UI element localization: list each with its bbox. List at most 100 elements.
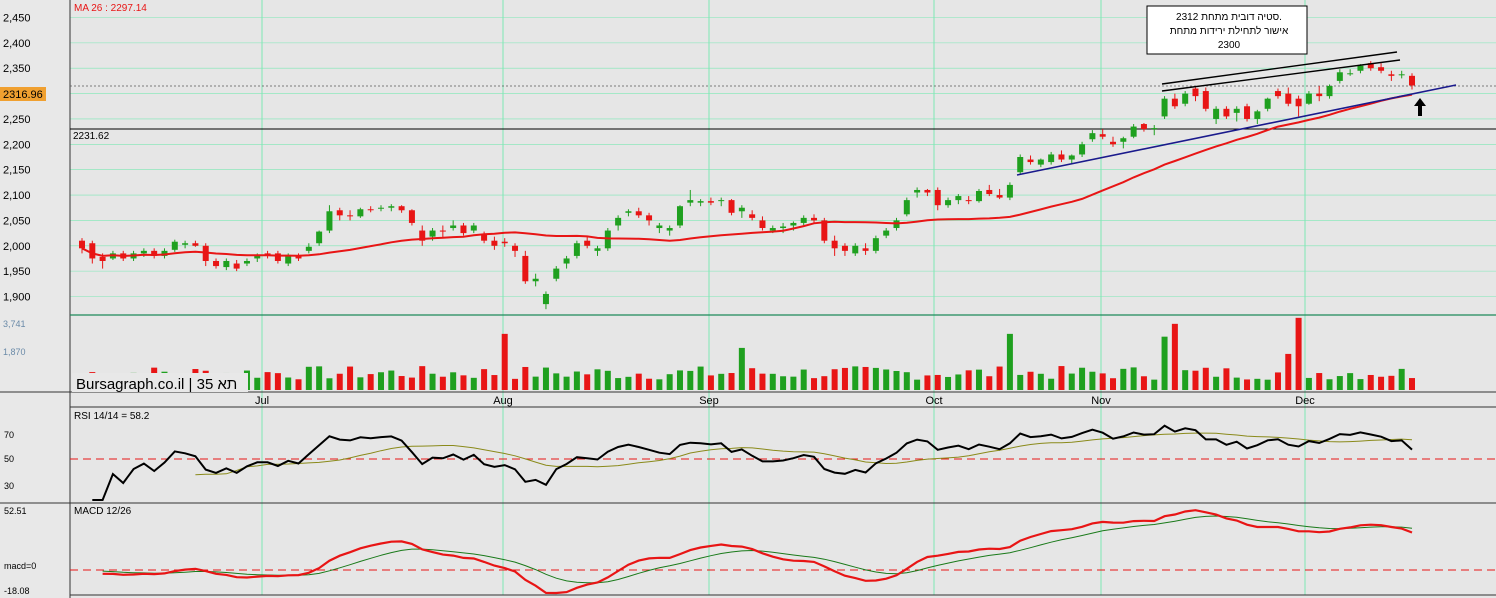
candle [408, 209, 415, 226]
candle-body [914, 189, 921, 193]
candle [419, 225, 426, 246]
candle [1233, 106, 1240, 122]
candle-body [1140, 124, 1147, 130]
price-y-tick: 2,350 [3, 63, 31, 75]
candle-body [1068, 155, 1075, 160]
annotation-box [1146, 5, 1308, 55]
volume-bar [862, 366, 869, 390]
candle [584, 235, 591, 249]
candle [1017, 154, 1024, 175]
candle [656, 222, 663, 234]
x-axis-label: Sep [699, 395, 719, 407]
candle-body [285, 254, 292, 264]
candle-body [377, 207, 384, 209]
candle [398, 205, 405, 213]
candle [1244, 103, 1251, 122]
candle-body [408, 210, 415, 223]
candle [336, 207, 343, 221]
candle-body [831, 240, 838, 249]
volume-bar [625, 376, 632, 390]
volume-series [79, 317, 1415, 390]
candle-body [584, 240, 591, 246]
candle [1213, 106, 1220, 125]
candle [1409, 73, 1415, 90]
candle-body [1367, 63, 1374, 69]
x-axis-label: Jul [255, 395, 269, 407]
candle [1316, 85, 1323, 102]
candle-body [470, 225, 477, 231]
volume-bar [769, 373, 776, 390]
candle-body [1244, 106, 1251, 119]
volume-bar [512, 378, 519, 390]
candle [1336, 69, 1343, 84]
volume-bar [274, 373, 281, 390]
volume-bar [759, 373, 766, 390]
volume-bar [1254, 378, 1261, 390]
price-y-tick: 2,050 [3, 215, 31, 227]
volume-bar [1244, 379, 1251, 390]
candle-body [604, 230, 611, 249]
volume-bar [646, 378, 653, 390]
volume-bar [1213, 376, 1220, 390]
candle-body [233, 263, 240, 269]
volume-bar [1099, 373, 1106, 390]
support-trendline [1016, 84, 1457, 176]
candle [728, 199, 735, 216]
candle [182, 240, 189, 249]
candle [914, 187, 921, 198]
candle-body [1388, 74, 1395, 76]
candle [377, 205, 384, 212]
volume-bar [542, 367, 549, 390]
candle-body [811, 217, 818, 221]
candle-body [367, 209, 374, 211]
volume-bar [945, 376, 952, 390]
volume-bar [903, 372, 910, 390]
last-price-value: 2316.96 [3, 89, 43, 101]
candle-body [1110, 141, 1117, 145]
candle [1048, 151, 1055, 165]
volume-bar [883, 369, 890, 390]
candle [233, 259, 240, 272]
candle-body [213, 260, 220, 267]
volume-bar [1357, 379, 1364, 390]
candle-body [1058, 154, 1065, 160]
x-axis-label: Dec [1295, 395, 1315, 407]
candle-body [99, 256, 106, 261]
volume-bar [738, 347, 745, 390]
volume-bar [1274, 372, 1281, 390]
candle [697, 199, 704, 207]
candle-body [1398, 74, 1405, 76]
candle-body [182, 243, 189, 245]
candle [532, 273, 539, 287]
candle [305, 243, 312, 254]
candle [1274, 88, 1281, 99]
candle-body [1305, 93, 1312, 104]
annotation-line-1: סטיה דובית מתחת 2312. [1176, 12, 1282, 23]
macd-tick-high: 52.51 [4, 506, 27, 516]
candle [625, 209, 632, 217]
candle [646, 212, 653, 226]
volume-bar [1336, 376, 1343, 390]
volume-bar [1202, 367, 1209, 390]
candle-body [1017, 157, 1024, 173]
candle-body [769, 228, 776, 231]
candle [1264, 97, 1271, 112]
candle-body [1130, 126, 1137, 137]
candle-body [347, 215, 354, 217]
candle-body [398, 206, 405, 211]
candle [594, 245, 601, 256]
candle-body [759, 220, 766, 229]
volume-bar [656, 379, 663, 390]
candle [347, 210, 354, 221]
candle-body [635, 211, 642, 216]
volume-bar [965, 370, 972, 390]
volume-bar [1017, 374, 1024, 390]
volume-bar [419, 366, 426, 390]
candle-body [553, 268, 560, 279]
price-y-tick: 2,200 [3, 139, 31, 151]
candle [615, 215, 622, 231]
candle-body [1233, 108, 1240, 113]
candle [759, 216, 766, 231]
candle [718, 197, 725, 207]
volume-bar [604, 370, 611, 390]
